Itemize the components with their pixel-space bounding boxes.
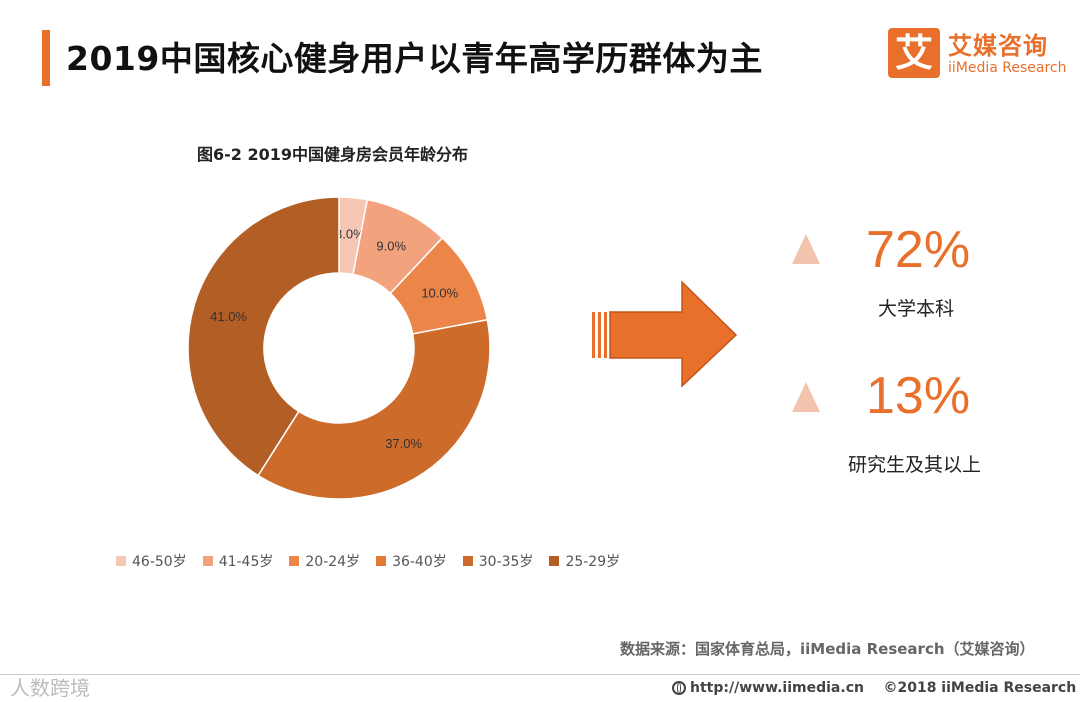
legend-item: 25-29岁	[549, 550, 620, 572]
slice-label: 37.0%	[385, 436, 422, 451]
legend-label: 30-35岁	[478, 554, 534, 570]
logo-name-en: iiMedia Research	[948, 60, 1067, 76]
legend-swatch	[289, 556, 300, 566]
donut-slice-25-29岁	[187, 196, 340, 477]
copyright: ©2018 iiMedia Research Inc	[883, 680, 1080, 696]
right-arrow-icon	[592, 280, 738, 388]
data-source: 数据来源：国家体育总局，iiMedia Research（艾媒咨询）	[620, 640, 1035, 658]
triangle-up-icon	[792, 382, 820, 412]
legend-item: 20-24岁	[289, 550, 360, 572]
footer-website: http://www.iimedia.cn ©2018 iiMedia Rese…	[672, 680, 1080, 696]
legend-item: 30-35岁	[462, 550, 534, 572]
triangle-shape	[792, 234, 820, 264]
slice-label: 3.0%	[335, 227, 365, 242]
stat-value: 13%	[866, 367, 971, 425]
logo-name-cn: 艾媒咨询	[948, 32, 1048, 60]
globe-icon	[672, 681, 686, 695]
website-link[interactable]: http://www.iimedia.cn	[690, 680, 864, 696]
legend-label: 36-40岁	[392, 554, 447, 570]
logo-icon: 艾	[888, 28, 940, 78]
triangle-up-icon	[792, 234, 820, 264]
slice-label: 9.0%	[376, 239, 406, 254]
stat-label: 研究生及其以上	[848, 454, 982, 476]
watermark: 人数跨境	[10, 676, 90, 700]
triangle-shape	[792, 382, 820, 412]
stat-label: 大学本科	[878, 298, 955, 320]
legend-item: 41-45岁	[202, 550, 274, 572]
legend-item: 36-40岁	[376, 550, 447, 572]
legend-swatch	[462, 556, 473, 566]
legend-swatch	[549, 556, 560, 566]
chart-title: 图6-2 2019中国健身房会员年龄分布	[197, 145, 469, 164]
legend-label: 20-24岁	[305, 554, 361, 570]
legend-label: 25-29岁	[565, 554, 621, 570]
legend-item: 46-50岁	[116, 550, 187, 572]
legend-label: 46-50岁	[132, 554, 187, 570]
legend-swatch	[202, 556, 213, 566]
title-accent-bar	[42, 30, 50, 86]
chart-legend: 46-50岁 41-45岁 20-24岁 36-40岁 30-35岁 25-29岁	[116, 550, 636, 572]
page-title: 2019中国核心健身用户以青年高学历群体为主	[66, 39, 763, 78]
donut-slice-30-35岁	[257, 318, 491, 500]
footer-divider	[0, 674, 1080, 675]
legend-label: 41-45岁	[218, 554, 274, 570]
slice-label: 41.0%	[210, 309, 247, 324]
legend-swatch	[376, 556, 387, 566]
brand-logo: 艾 艾媒咨询 iiMedia Research	[888, 26, 1068, 84]
slice-label: 10.0%	[421, 286, 458, 301]
legend-swatch	[116, 556, 126, 566]
stat-value: 72%	[866, 221, 971, 279]
